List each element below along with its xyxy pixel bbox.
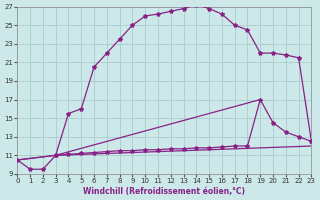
- X-axis label: Windchill (Refroidissement éolien,°C): Windchill (Refroidissement éolien,°C): [84, 187, 245, 196]
